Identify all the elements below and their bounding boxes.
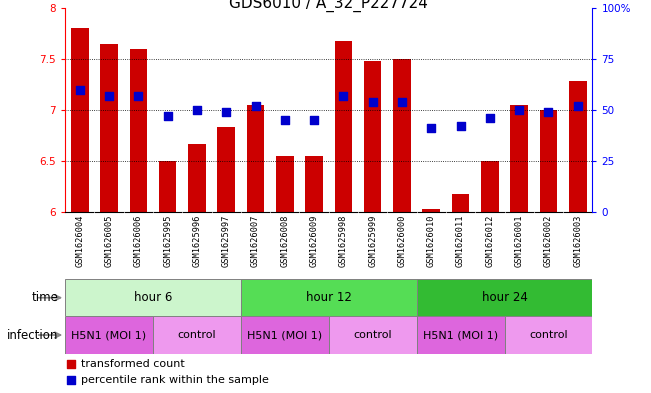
Point bbox=[381, 288, 391, 294]
Point bbox=[426, 125, 436, 132]
Bar bbox=[153, 316, 241, 354]
Point bbox=[250, 103, 260, 109]
Text: time: time bbox=[32, 291, 59, 304]
Bar bbox=[65, 316, 153, 354]
Text: GSM1626012: GSM1626012 bbox=[486, 214, 494, 267]
Text: hour 24: hour 24 bbox=[482, 291, 527, 304]
Bar bbox=[540, 110, 557, 212]
Bar bbox=[417, 279, 592, 316]
Bar bbox=[393, 59, 411, 212]
Bar bbox=[364, 61, 381, 212]
Bar bbox=[510, 105, 528, 212]
Text: GSM1625996: GSM1625996 bbox=[193, 214, 201, 267]
Point bbox=[484, 115, 495, 121]
Bar bbox=[188, 144, 206, 212]
Point bbox=[191, 107, 202, 113]
Point bbox=[572, 103, 583, 109]
Bar bbox=[100, 44, 118, 212]
Point bbox=[381, 137, 391, 143]
Bar bbox=[71, 28, 89, 212]
Text: control: control bbox=[529, 330, 568, 340]
Text: H5N1 (MOI 1): H5N1 (MOI 1) bbox=[72, 330, 146, 340]
Bar bbox=[422, 209, 440, 212]
Text: hour 6: hour 6 bbox=[134, 291, 172, 304]
Text: GDS6010 / A_32_P227724: GDS6010 / A_32_P227724 bbox=[229, 0, 428, 12]
Text: GSM1626008: GSM1626008 bbox=[281, 214, 289, 267]
Text: GSM1626009: GSM1626009 bbox=[310, 214, 318, 267]
Point bbox=[133, 93, 143, 99]
Text: H5N1 (MOI 1): H5N1 (MOI 1) bbox=[247, 330, 322, 340]
Text: GSM1626007: GSM1626007 bbox=[251, 214, 260, 267]
Point bbox=[514, 107, 524, 113]
Point bbox=[455, 123, 465, 130]
Point bbox=[367, 99, 378, 105]
Bar bbox=[505, 316, 592, 354]
Bar bbox=[452, 194, 469, 212]
Text: infection: infection bbox=[7, 329, 59, 342]
Text: GSM1626002: GSM1626002 bbox=[544, 214, 553, 267]
Text: GSM1626010: GSM1626010 bbox=[427, 214, 436, 267]
Bar bbox=[276, 156, 294, 212]
Bar bbox=[305, 156, 323, 212]
Bar bbox=[481, 161, 499, 212]
Text: GSM1626000: GSM1626000 bbox=[398, 214, 406, 267]
Text: percentile rank within the sample: percentile rank within the sample bbox=[81, 375, 269, 385]
Point bbox=[396, 99, 408, 105]
Text: GSM1626011: GSM1626011 bbox=[456, 214, 465, 267]
Point bbox=[104, 93, 115, 99]
Text: GSM1626001: GSM1626001 bbox=[515, 214, 523, 267]
Text: GSM1626005: GSM1626005 bbox=[105, 214, 113, 267]
Bar bbox=[417, 316, 505, 354]
Text: control: control bbox=[178, 330, 216, 340]
Bar bbox=[159, 161, 176, 212]
Bar bbox=[65, 279, 241, 316]
Bar bbox=[569, 81, 587, 212]
Bar bbox=[217, 127, 235, 212]
Text: H5N1 (MOI 1): H5N1 (MOI 1) bbox=[423, 330, 498, 340]
Text: GSM1626003: GSM1626003 bbox=[574, 214, 582, 267]
Text: GSM1625999: GSM1625999 bbox=[368, 214, 377, 267]
Point bbox=[339, 93, 349, 99]
Point bbox=[74, 86, 85, 93]
Bar bbox=[241, 279, 417, 316]
Text: GSM1626004: GSM1626004 bbox=[76, 214, 84, 267]
Point bbox=[543, 109, 553, 115]
Text: hour 12: hour 12 bbox=[306, 291, 352, 304]
Point bbox=[280, 117, 290, 123]
Bar bbox=[329, 316, 417, 354]
Text: GSM1625995: GSM1625995 bbox=[163, 214, 172, 267]
Bar bbox=[247, 105, 264, 212]
Text: transformed count: transformed count bbox=[81, 358, 185, 369]
Point bbox=[309, 117, 319, 123]
Text: control: control bbox=[353, 330, 392, 340]
Text: GSM1625998: GSM1625998 bbox=[339, 214, 348, 267]
Point bbox=[221, 109, 232, 115]
Text: GSM1626006: GSM1626006 bbox=[134, 214, 143, 267]
Bar bbox=[241, 316, 329, 354]
Text: GSM1625997: GSM1625997 bbox=[222, 214, 230, 267]
Bar bbox=[335, 40, 352, 212]
Bar bbox=[130, 49, 147, 212]
Point bbox=[163, 113, 173, 119]
